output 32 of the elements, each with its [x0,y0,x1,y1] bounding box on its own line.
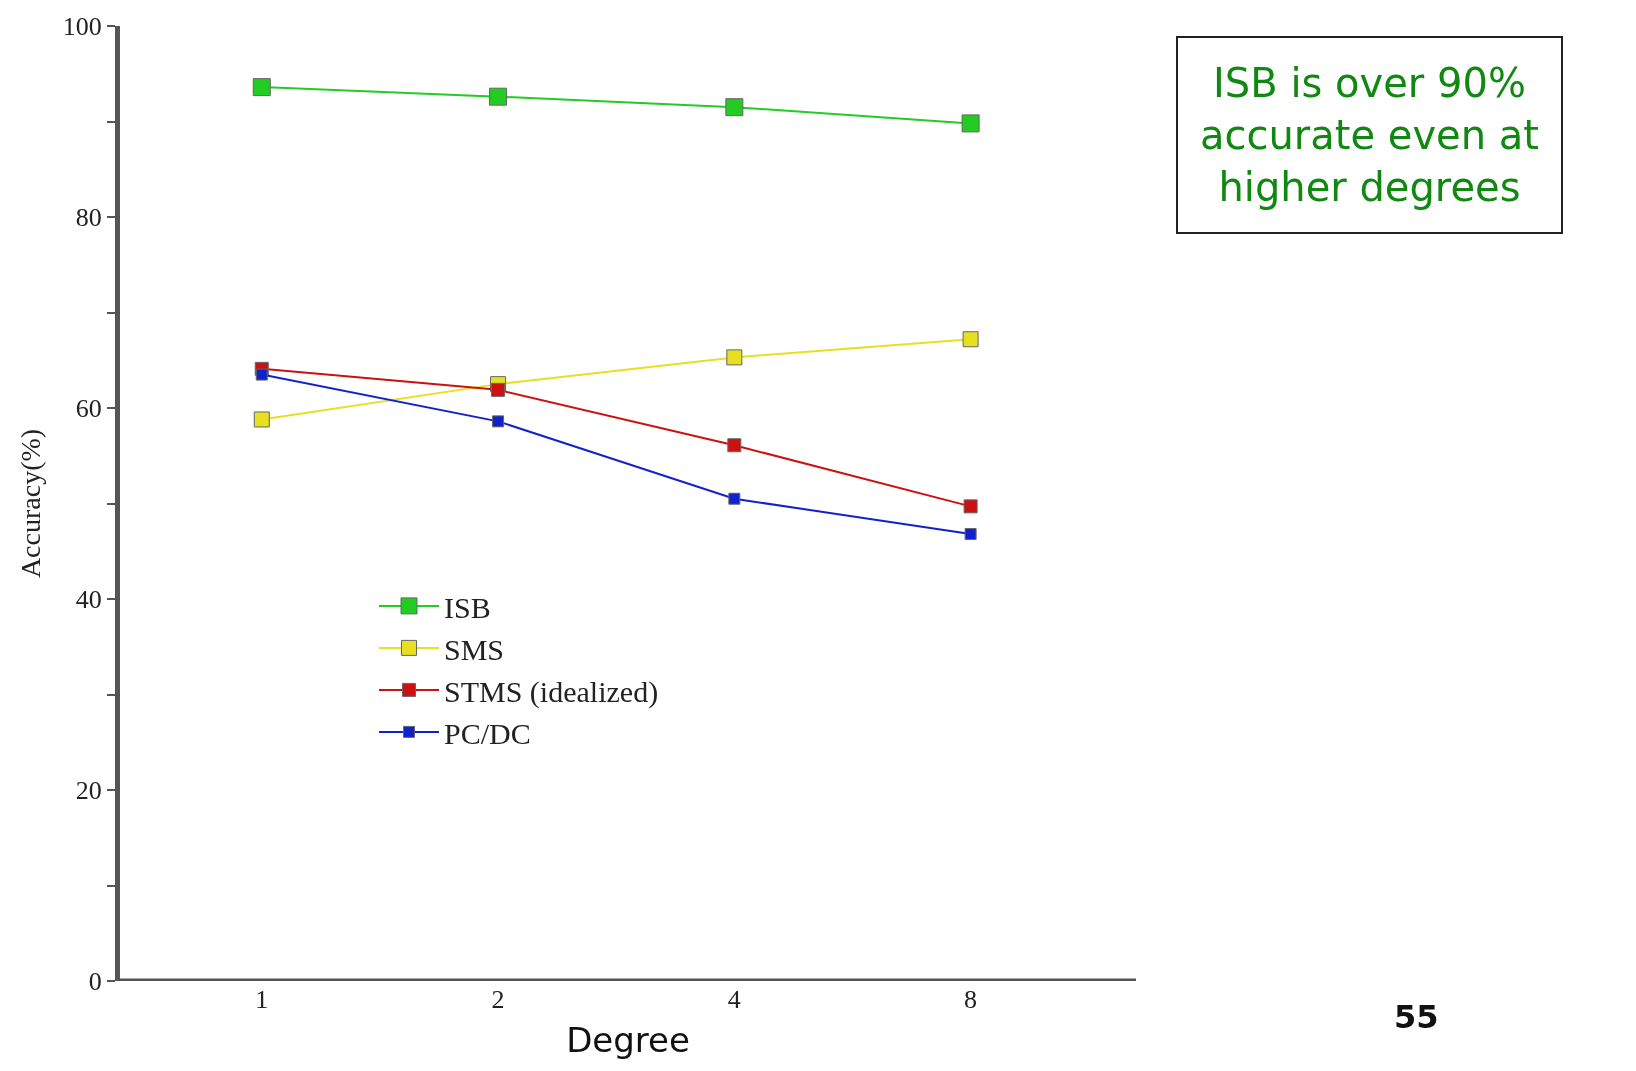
point [489,87,508,106]
y-tick-label: 60 [75,394,102,424]
legend-label: STMS (idealized) [444,674,659,709]
point [725,98,744,117]
point [727,438,742,453]
y-tick-label: 80 [75,203,102,233]
point [964,528,977,541]
point [492,415,505,428]
y-tick-label: 40 [75,585,102,615]
y-axis-title: Accuracy(%) [15,428,47,579]
text: 55 [1394,998,1439,1036]
point [962,331,979,348]
point [491,382,506,397]
legend-label: SMS [444,632,505,666]
legend-label: PC/DC [444,716,531,750]
x-axis-title: Degree [566,1020,690,1061]
x-tick-label: 2 [491,985,505,1014]
point [252,78,271,97]
text: ISB is over 90% accurate even at higher degrees [1200,60,1539,210]
point [961,114,980,133]
point [253,411,270,428]
point [963,499,978,514]
point [726,349,743,366]
point [255,368,268,381]
y-tick-label: 0 [88,967,102,997]
y-tick-label: 100 [62,12,102,42]
point [728,492,741,505]
x-tick-label: 4 [727,985,741,1014]
x-tick-label: 1 [255,985,269,1014]
x-tick-label: 8 [964,985,978,1014]
y-tick-label: 20 [75,776,102,806]
legend-label: ISB [444,590,491,624]
